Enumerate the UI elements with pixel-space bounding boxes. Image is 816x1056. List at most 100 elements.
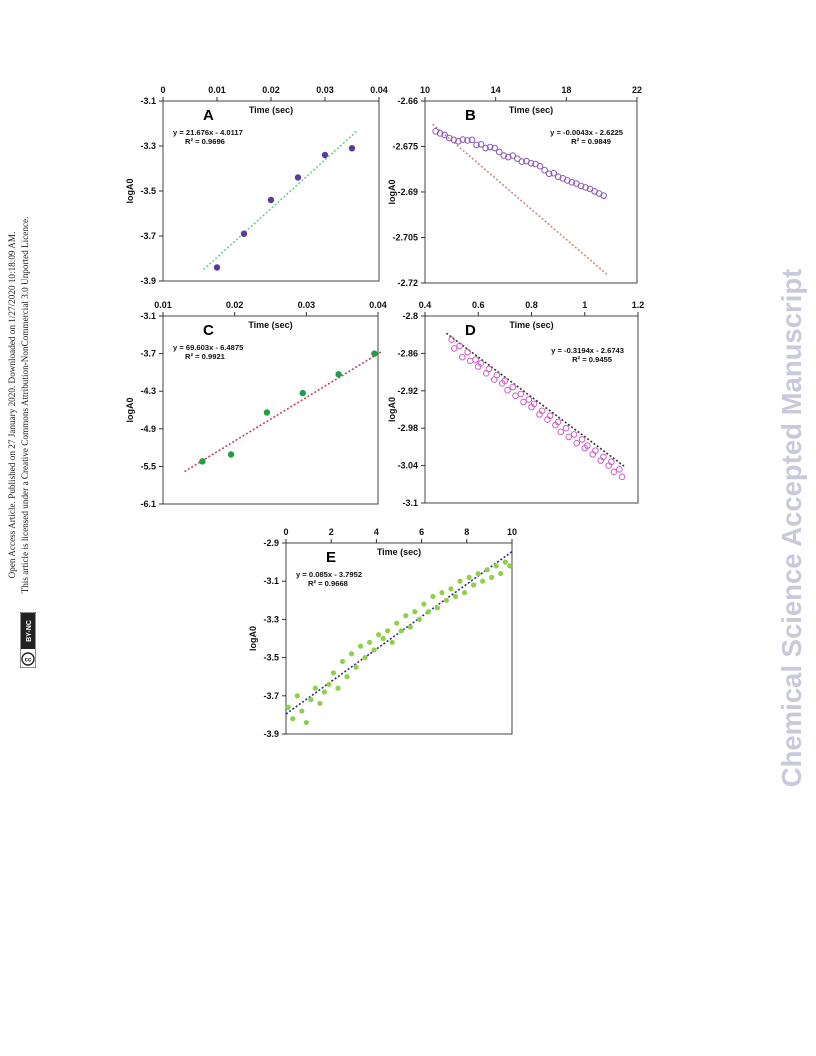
data-point <box>504 153 512 161</box>
data-point <box>565 433 573 441</box>
data-point <box>321 151 329 159</box>
data-point <box>557 428 565 436</box>
watermark: Chemical Science Accepted Manuscript <box>776 269 807 788</box>
y-tick-label: -2.92 <box>397 386 418 396</box>
data-point <box>285 704 291 710</box>
x-axis-title: Time (sec) <box>248 320 292 330</box>
data-point <box>450 136 458 144</box>
data-point <box>468 136 476 144</box>
data-point <box>520 398 527 406</box>
data-point <box>294 693 300 699</box>
data-point <box>573 439 581 447</box>
data-point <box>578 436 586 443</box>
plot-area <box>162 100 380 282</box>
x-tick-label: 0.03 <box>316 85 334 95</box>
x-tick-label: 0.4 <box>419 300 432 310</box>
data-point <box>403 612 409 619</box>
data-point <box>485 365 493 373</box>
data-point <box>240 230 248 237</box>
x-tick-label: 0.01 <box>154 300 172 310</box>
data-point <box>294 174 302 181</box>
data-point <box>425 609 431 615</box>
data-point <box>353 664 359 670</box>
data-point <box>412 609 418 615</box>
x-tick-label: 0.01 <box>208 85 226 95</box>
x-tick-label: 0 <box>283 527 288 537</box>
x-tick-label: 6 <box>419 527 424 537</box>
data-point <box>541 166 548 174</box>
data-point <box>546 412 554 420</box>
data-point <box>299 708 305 714</box>
data-point <box>475 570 481 577</box>
data-point <box>493 371 501 379</box>
data-point <box>456 342 463 350</box>
data-point <box>501 377 509 385</box>
y-tick-label: -3.1 <box>263 576 279 586</box>
x-tick-label: 0 <box>160 85 165 95</box>
y-tick-label: -2.9 <box>263 538 279 548</box>
trend-r-squared: R² = 0.9668 <box>308 579 348 588</box>
data-point <box>514 155 521 162</box>
data-point <box>326 681 332 687</box>
data-point <box>489 574 495 580</box>
data-point <box>477 141 485 148</box>
data-point <box>509 152 517 159</box>
data-point <box>407 624 413 630</box>
data-point <box>482 144 489 152</box>
y-tick-label: -3.7 <box>140 231 156 241</box>
data-point <box>458 353 466 361</box>
data-point <box>473 141 480 149</box>
data-point <box>582 184 589 191</box>
trend-r-squared: R² = 0.9921 <box>185 352 226 361</box>
y-tick-label: -2.66 <box>397 96 418 106</box>
data-point <box>554 418 562 426</box>
y-axis-title: logA0 <box>248 626 258 651</box>
data-point <box>554 173 562 181</box>
data-point <box>348 651 355 657</box>
data-point <box>434 605 441 611</box>
y-tick-label: -3.5 <box>263 653 279 663</box>
data-point <box>570 431 578 438</box>
panel-label: E <box>326 549 336 566</box>
x-tick-label: 0.04 <box>370 85 388 95</box>
data-point <box>385 628 391 634</box>
data-point <box>600 192 607 199</box>
data-point <box>584 442 591 449</box>
data-point <box>227 451 235 458</box>
x-tick-label: 0.03 <box>298 300 316 310</box>
data-point <box>545 170 553 178</box>
data-point <box>466 574 472 580</box>
data-point <box>461 590 468 596</box>
chart-panel-b: 10 14 18 22 -2.66 -2.675 -2.69 -2.705 -2.72 Time … <box>387 85 642 288</box>
trend-line <box>202 129 358 271</box>
data-point <box>367 639 373 645</box>
data-point <box>267 196 275 204</box>
data-point <box>308 697 314 703</box>
x-tick-label: 0.02 <box>226 300 244 310</box>
data-point <box>550 169 558 177</box>
x-axis-title: Time (sec) <box>377 547 421 557</box>
y-axis-title: logA0 <box>387 179 397 204</box>
x-tick-label: 2 <box>329 527 334 537</box>
x-tick-label: 18 <box>561 85 571 95</box>
x-tick-label: 10 <box>507 527 517 537</box>
y-tick-label: -3.04 <box>397 461 418 471</box>
data-point <box>517 390 525 398</box>
publication-note: Open Access Article. Published on 27 Jan… <box>8 217 30 594</box>
chart-panel-a: 0 0.01 0.02 0.03 0.04 -3.1 -3.3 -3.5 -3.7 -3.9 Tim… <box>125 85 388 286</box>
y-tick-label: -6.1 <box>140 499 156 509</box>
x-axis-title: Time (sec) <box>249 105 293 115</box>
y-tick-label: -4.9 <box>140 424 156 434</box>
data-point <box>439 590 445 596</box>
data-point <box>527 159 535 167</box>
cc-icon <box>21 652 35 666</box>
cc-icon-label: cc <box>25 658 32 664</box>
data-point <box>472 356 479 363</box>
license-badge[interactable]: BY-NC cc <box>20 612 36 668</box>
data-point <box>502 559 508 565</box>
y-tick-label: -2.675 <box>392 142 418 152</box>
x-tick-label: 4 <box>374 527 379 537</box>
data-point <box>317 700 323 707</box>
trend-r-squared: R² = 0.9849 <box>571 137 611 146</box>
